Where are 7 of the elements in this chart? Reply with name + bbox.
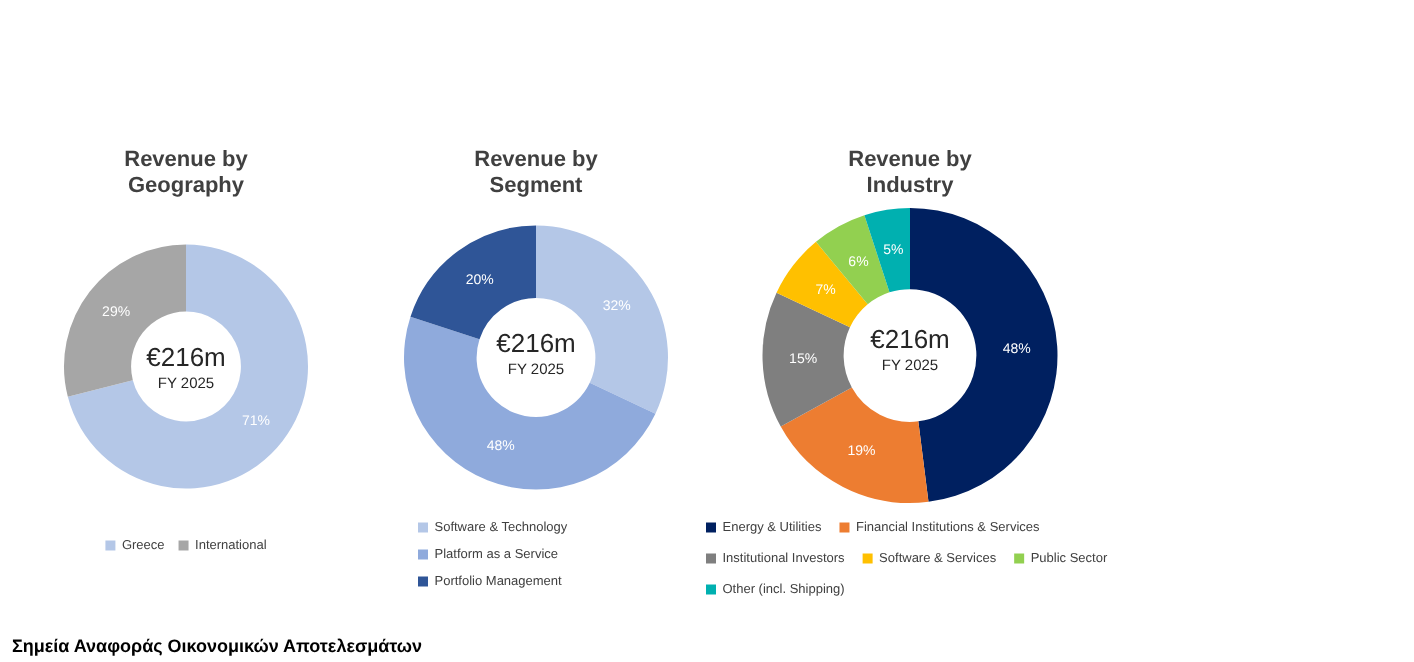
chart-title: Revenue by Industry (846, 148, 974, 200)
chart-title: Revenue by Segment (472, 148, 600, 200)
chart-title: Revenue by Geography (122, 148, 250, 200)
text: €216m (144, 342, 228, 374)
text: €216m (870, 324, 950, 354)
text: Σημεία Αναφοράς Οικονομικών Αποτελεσμάτων (12, 636, 423, 656)
text: €216m (494, 328, 578, 360)
